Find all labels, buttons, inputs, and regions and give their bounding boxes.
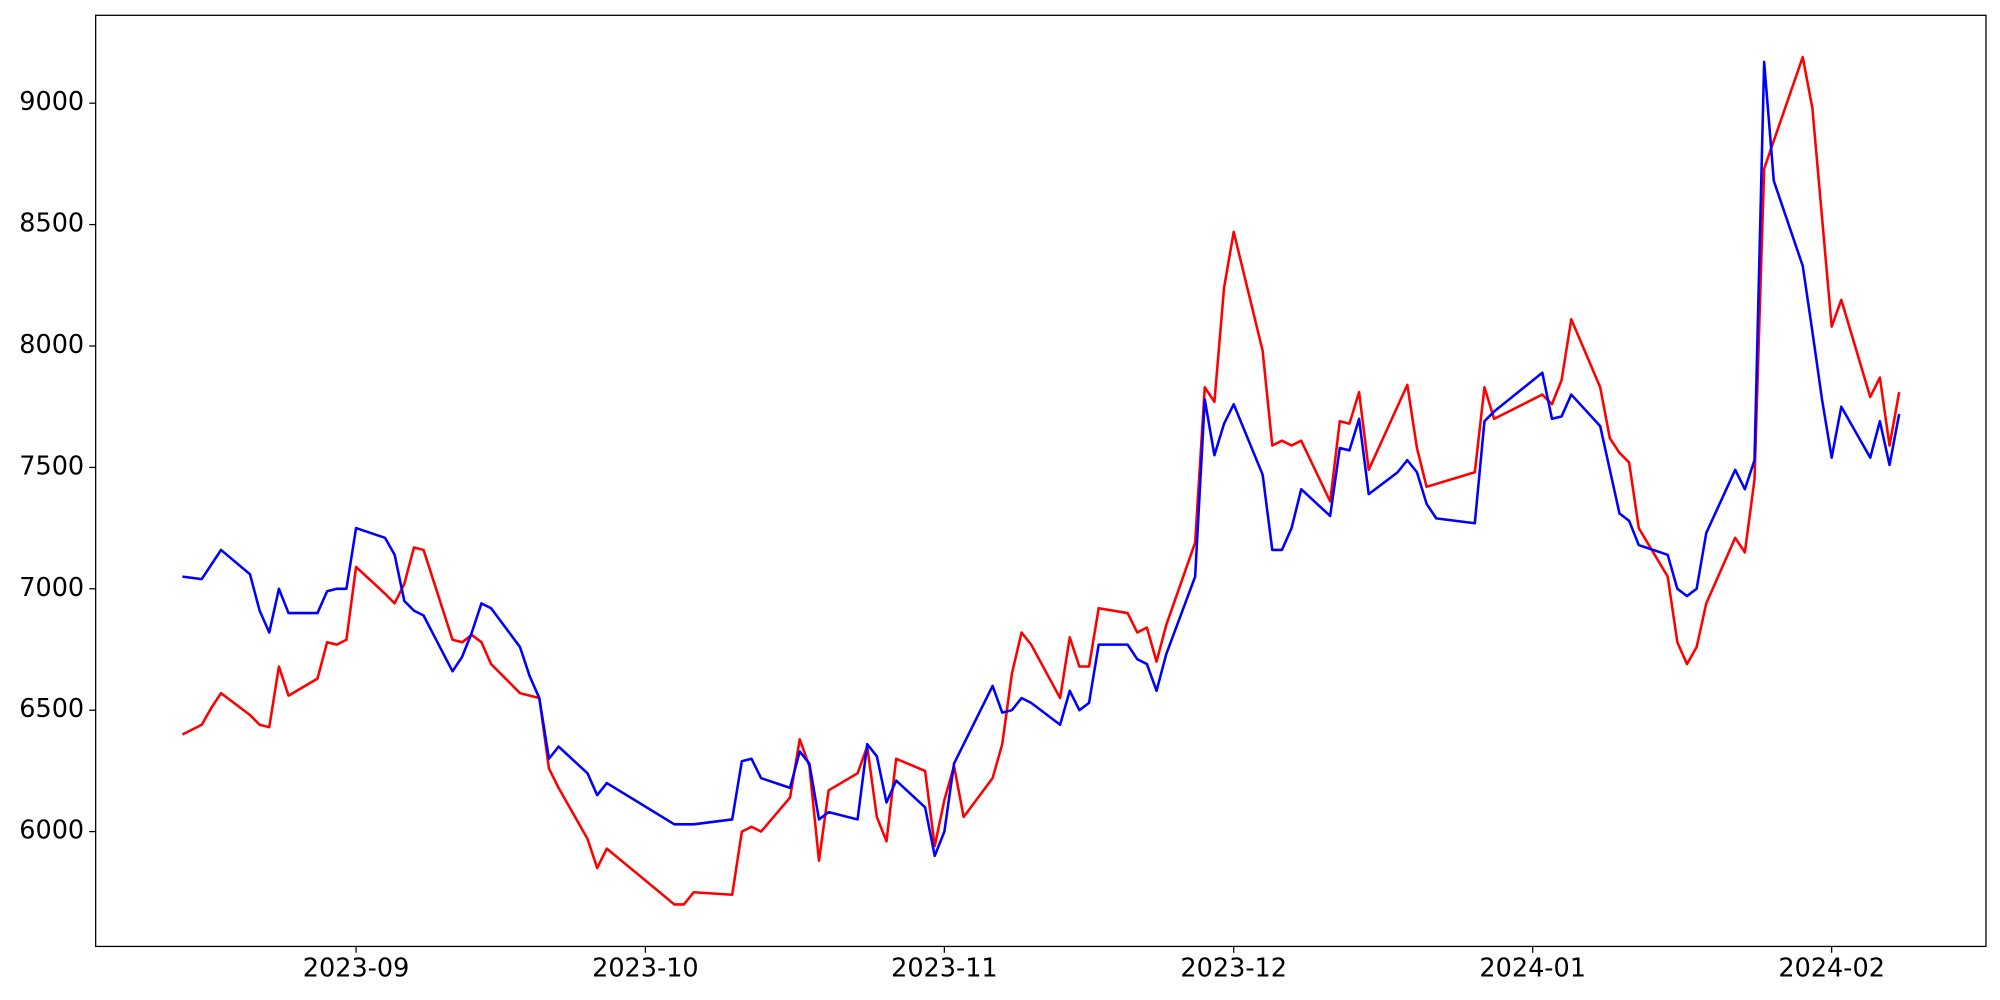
y-tick-label: 8500 [19, 209, 84, 239]
x-tick-label: 2023-09 [303, 953, 410, 983]
series-line [182, 60, 1901, 858]
x-tick-label: 2024-02 [1778, 953, 1885, 983]
y-tick-label: 7500 [19, 451, 84, 481]
y-tick-label: 6500 [19, 694, 84, 724]
y-tick-label: 7000 [19, 573, 84, 603]
x-tick-label: 2023-10 [592, 953, 699, 983]
plot-frame [95, 14, 1987, 948]
y-tick-label: 8000 [19, 330, 84, 360]
x-tick-label: 2023-12 [1180, 953, 1287, 983]
x-tick-label: 2024-01 [1479, 953, 1586, 983]
x-tick-label: 2023-11 [891, 953, 998, 983]
series-line [181, 55, 1901, 906]
y-tick-label: 9000 [19, 87, 84, 117]
y-tick-label: 6000 [19, 816, 84, 846]
